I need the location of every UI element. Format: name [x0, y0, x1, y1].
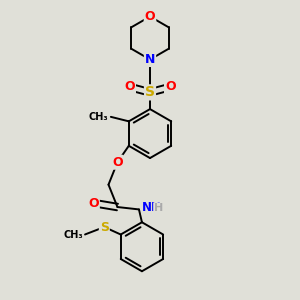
Text: NH: NH: [142, 200, 162, 214]
Text: H: H: [154, 203, 163, 213]
Text: O: O: [112, 156, 123, 169]
Text: O: O: [124, 80, 135, 94]
Text: CH₃: CH₃: [64, 230, 83, 239]
Text: S: S: [145, 85, 155, 99]
Text: N: N: [145, 53, 155, 66]
Text: S: S: [100, 220, 109, 233]
Text: CH₃: CH₃: [89, 112, 109, 122]
Text: O: O: [165, 80, 175, 94]
Text: O: O: [88, 197, 99, 210]
Text: O: O: [145, 10, 155, 23]
